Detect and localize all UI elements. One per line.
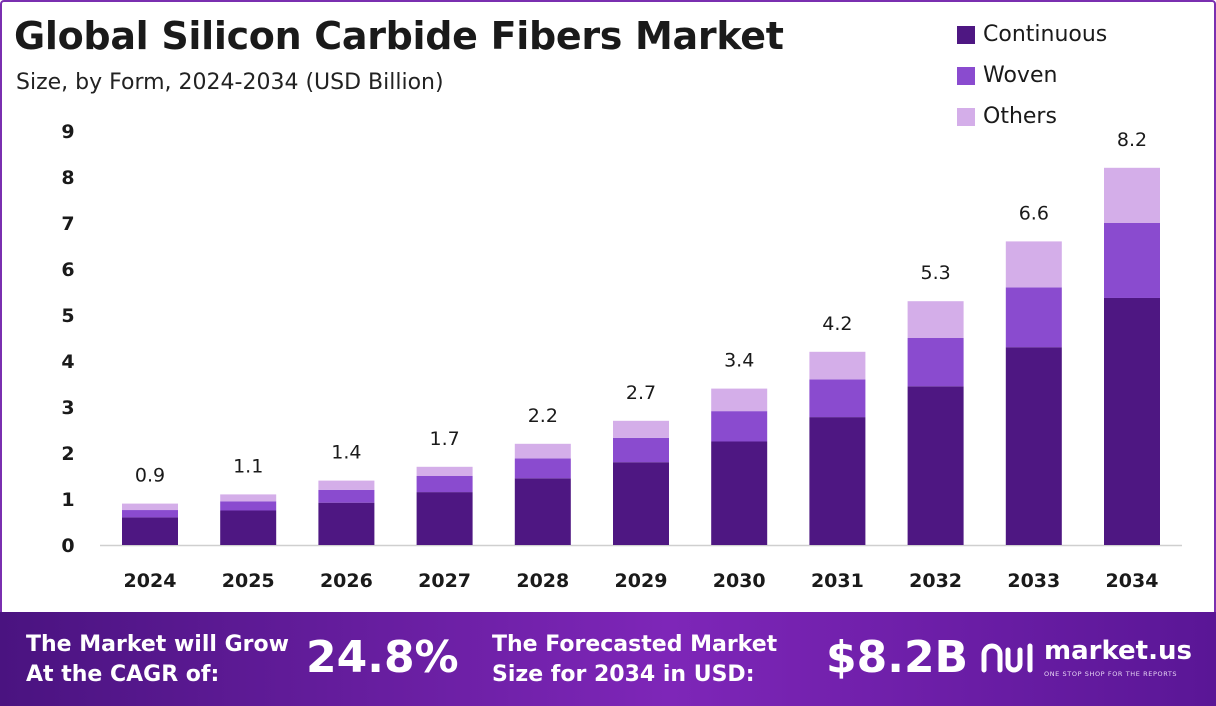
bar-total-label: 1.7: [429, 428, 459, 450]
forecast-value: $8.2B: [826, 632, 969, 683]
bar-total-label: 1.4: [331, 442, 361, 464]
x-tick-label: 2028: [516, 570, 569, 592]
bar-total-label: 6.6: [1019, 202, 1049, 224]
bar-segment-others: [1104, 167, 1160, 223]
bar-segment-others: [613, 420, 669, 438]
y-tick-label: 7: [61, 213, 74, 235]
bar-segment-continuous: [318, 502, 375, 545]
legend-label-woven: Woven: [983, 63, 1058, 88]
bar-segment-woven: [220, 501, 277, 511]
bar-total-label: 4.2: [822, 313, 852, 335]
bar-segment-woven: [318, 489, 375, 503]
stacked-bar-chart: 0 1 2 3 4 5 6 7 8 9 0.9 2024 1.1 2025 1.4 2026 1.7 2027 2.…: [61, 121, 1182, 592]
x-tick-label: 2033: [1007, 570, 1060, 592]
x-tick-label: 2026: [320, 570, 373, 592]
cagr-label-line1: The Market will Grow: [26, 632, 289, 657]
bar-segment-woven: [416, 476, 473, 493]
bar-total-label: 0.9: [135, 465, 165, 487]
bar-total-label: 2.7: [626, 382, 656, 404]
logo-name: market.us: [1044, 636, 1192, 666]
bar-segment-woven: [514, 458, 571, 479]
bar-segment-continuous: [907, 386, 964, 545]
y-tick-label: 0: [61, 535, 74, 557]
bar-segment-others: [809, 351, 866, 380]
forecast-label-line1: The Forecasted Market: [492, 632, 778, 657]
legend-label-others: Others: [983, 104, 1057, 129]
legend-item-continuous: Continuous: [957, 14, 1107, 55]
x-tick-label: 2025: [222, 570, 275, 592]
bar-segment-woven: [1005, 287, 1062, 348]
y-tick-label: 8: [61, 167, 74, 189]
y-tick-label: 5: [61, 305, 74, 327]
bar-total-label: 5.3: [920, 262, 950, 284]
cagr-label-line2: At the CAGR of:: [26, 662, 220, 687]
chart-subtitle: Size, by Form, 2024-2034 (USD Billion): [16, 70, 444, 95]
forecast-label-line2: Size for 2034 in USD:: [492, 662, 755, 687]
x-tick-label: 2032: [909, 570, 962, 592]
x-tick-label: 2031: [811, 570, 864, 592]
bar-segment-others: [711, 388, 768, 412]
bar-segment-others: [220, 494, 277, 502]
bar-segment-others: [416, 466, 473, 476]
x-tick-label: 2034: [1106, 570, 1159, 592]
bar-segment-woven: [907, 338, 964, 387]
legend-swatch-woven: [957, 66, 975, 85]
bar-total-label: 1.1: [233, 455, 263, 477]
bar-segment-others: [1005, 241, 1062, 288]
legend-item-others: Others: [957, 96, 1107, 137]
y-tick-label: 2: [61, 443, 74, 465]
legend: Continuous Woven Others: [957, 14, 1107, 137]
y-tick-label: 6: [61, 259, 74, 281]
bar-segment-woven: [809, 379, 866, 418]
bar-segment-continuous: [711, 441, 768, 545]
bar-segment-continuous: [220, 510, 277, 545]
bar-segment-woven: [613, 437, 669, 463]
bar-segment-continuous: [122, 517, 178, 545]
bar-total-label: 3.4: [724, 350, 754, 372]
y-tick-label: 4: [61, 351, 74, 373]
footer-banner: The Market will Grow At the CAGR of: 24.…: [0, 612, 1216, 706]
x-tick-label: 2027: [418, 570, 471, 592]
logo-tagline: ONE STOP SHOP FOR THE REPORTS: [1044, 670, 1178, 678]
bar-segment-woven: [1104, 223, 1160, 298]
bar-segment-others: [907, 301, 964, 338]
legend-item-woven: Woven: [957, 55, 1107, 96]
x-tick-label: 2030: [713, 570, 766, 592]
bar-total-label: 8.2: [1117, 129, 1147, 151]
bar-segment-continuous: [416, 492, 473, 545]
bar-segment-others: [318, 480, 375, 490]
bar-segment-others: [122, 503, 178, 511]
bar-total-label: 2.2: [528, 405, 558, 427]
x-tick-label: 2024: [124, 570, 177, 592]
legend-swatch-others: [957, 107, 975, 126]
bar-segment-woven: [122, 510, 178, 518]
bar-segment-continuous: [514, 478, 571, 545]
legend-swatch-continuous: [957, 25, 975, 44]
bar-segment-continuous: [809, 417, 866, 545]
x-tick-label: 2029: [615, 570, 668, 592]
y-tick-label: 9: [61, 121, 74, 143]
legend-label-continuous: Continuous: [983, 22, 1108, 47]
y-tick-label: 3: [61, 397, 74, 419]
bar-segment-continuous: [613, 462, 669, 545]
chart-title: Global Silicon Carbide Fibers Market: [14, 14, 784, 58]
cagr-value: 24.8%: [306, 632, 459, 683]
y-tick-label: 1: [61, 489, 74, 511]
bar-segment-others: [514, 443, 571, 459]
market-us-logo-icon: [981, 643, 1033, 673]
bar-segment-continuous: [1104, 297, 1160, 545]
bar-segment-continuous: [1005, 347, 1062, 545]
bar-segment-woven: [711, 411, 768, 442]
